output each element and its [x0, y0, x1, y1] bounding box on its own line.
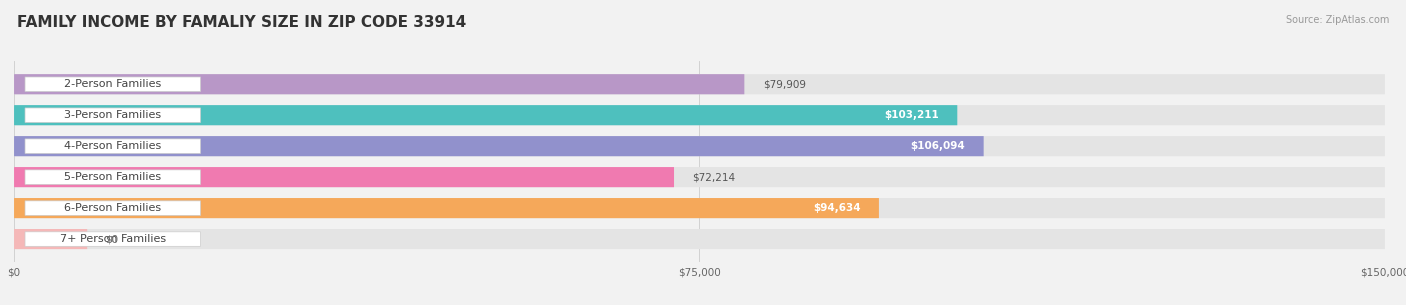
FancyBboxPatch shape	[14, 105, 957, 125]
FancyBboxPatch shape	[14, 229, 1385, 249]
FancyBboxPatch shape	[25, 108, 201, 122]
FancyBboxPatch shape	[14, 136, 1385, 156]
FancyBboxPatch shape	[14, 167, 673, 187]
Text: 6-Person Families: 6-Person Families	[65, 203, 162, 213]
FancyBboxPatch shape	[14, 198, 1385, 218]
Text: $72,214: $72,214	[692, 172, 735, 182]
Text: Source: ZipAtlas.com: Source: ZipAtlas.com	[1285, 15, 1389, 25]
FancyBboxPatch shape	[14, 229, 87, 249]
FancyBboxPatch shape	[25, 170, 201, 185]
Text: $0: $0	[105, 234, 118, 244]
Text: FAMILY INCOME BY FAMALIY SIZE IN ZIP CODE 33914: FAMILY INCOME BY FAMALIY SIZE IN ZIP COD…	[17, 15, 467, 30]
FancyBboxPatch shape	[25, 201, 201, 215]
FancyBboxPatch shape	[14, 105, 1385, 125]
Text: $94,634: $94,634	[813, 203, 860, 213]
FancyBboxPatch shape	[14, 74, 1385, 94]
FancyBboxPatch shape	[25, 77, 201, 92]
Text: 7+ Person Families: 7+ Person Families	[59, 234, 166, 244]
Text: 3-Person Families: 3-Person Families	[65, 110, 162, 120]
Text: $79,909: $79,909	[762, 79, 806, 89]
FancyBboxPatch shape	[25, 232, 201, 246]
Text: 5-Person Families: 5-Person Families	[65, 172, 162, 182]
Text: 2-Person Families: 2-Person Families	[65, 79, 162, 89]
Text: 4-Person Families: 4-Person Families	[65, 141, 162, 151]
Text: $103,211: $103,211	[884, 110, 939, 120]
FancyBboxPatch shape	[14, 167, 1385, 187]
Text: $106,094: $106,094	[911, 141, 966, 151]
FancyBboxPatch shape	[14, 74, 744, 94]
FancyBboxPatch shape	[25, 139, 201, 153]
FancyBboxPatch shape	[14, 136, 984, 156]
FancyBboxPatch shape	[14, 198, 879, 218]
